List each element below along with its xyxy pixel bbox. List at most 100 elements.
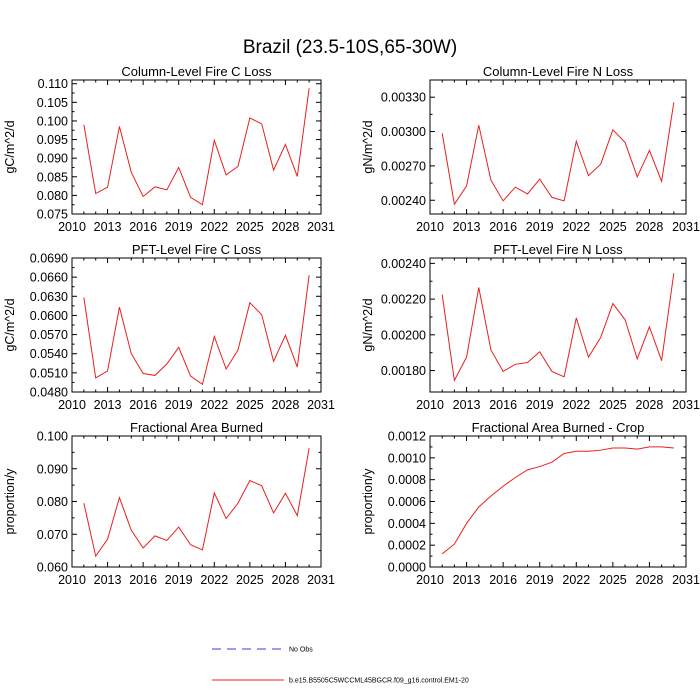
y-tick-label: 0.0660 xyxy=(30,271,68,285)
panel-title: Fractional Area Burned - Crop xyxy=(472,420,645,435)
x-tick-label: 2019 xyxy=(165,220,193,234)
x-tick-label: 2028 xyxy=(636,220,664,234)
x-tick-label: 2019 xyxy=(526,220,554,234)
series-line-model xyxy=(83,275,310,386)
x-tick-label: 2010 xyxy=(416,220,444,234)
y-tick-label: 0.00200 xyxy=(381,328,426,342)
y-tick-label: 0.100 xyxy=(37,114,68,128)
y-tick-label: 0.00240 xyxy=(381,257,426,271)
plot-frame xyxy=(429,257,687,393)
x-tick-label: 2022 xyxy=(200,573,228,587)
x-tick-label: 2013 xyxy=(94,398,122,412)
chart-panel-top-right: Column-Level Fire N Loss gN/m^2/d 2010 2013… xyxy=(361,64,700,234)
plot-frame xyxy=(71,79,322,215)
y-tick-label: 0.095 xyxy=(37,133,68,147)
x-tick-label: 2028 xyxy=(272,220,300,234)
legend-obs-label: No Obs xyxy=(289,647,313,654)
series-line-model xyxy=(441,273,675,382)
x-tick-label: 2016 xyxy=(129,398,157,412)
y-tick-label: 0.110 xyxy=(38,77,68,91)
y-tick-label: 0.0004 xyxy=(388,517,426,531)
x-tick-label: 2010 xyxy=(58,220,86,234)
x-tick-label: 2028 xyxy=(636,398,664,412)
chart-panel-bottom-right: Fractional Area Burned - Crop proportion/… xyxy=(361,420,700,587)
plot-frame xyxy=(71,257,322,393)
x-tick-label: 2010 xyxy=(58,573,86,587)
series-line-model xyxy=(83,88,310,206)
y-tick-label: 0.00220 xyxy=(381,293,426,307)
y-tick-label: 0.090 xyxy=(37,152,68,166)
x-tick-label: 2016 xyxy=(489,398,517,412)
x-tick-label: 2025 xyxy=(236,220,264,234)
y-tick-label: 0.0002 xyxy=(388,539,426,553)
y-tick-label: 0.060 xyxy=(37,561,68,575)
x-tick-label: 2016 xyxy=(129,573,157,587)
x-tick-label: 2025 xyxy=(236,398,264,412)
figure-title: Brazil (23.5-10S,65-30W) xyxy=(243,37,457,58)
chart-panel-middle-left: PFT-Level Fire C Loss gC/m^2/d 2010 2013 201… xyxy=(3,242,335,412)
series-line-model xyxy=(441,446,674,555)
chart-panel-bottom-left: Fractional Area Burned proportion/y 2010 20… xyxy=(3,420,335,587)
x-tick-label: 2022 xyxy=(200,398,228,412)
y-tick-label: 0.100 xyxy=(37,430,68,444)
panel-title: PFT-Level Fire N Loss xyxy=(493,242,623,257)
x-tick-label: 2019 xyxy=(165,398,193,412)
y-axis-label: gN/m^2/d xyxy=(361,120,375,173)
y-tick-label: 0.075 xyxy=(37,208,68,222)
x-tick-label: 2028 xyxy=(636,573,664,587)
x-tick-label: 2025 xyxy=(599,220,627,234)
y-tick-label: 0.00240 xyxy=(381,194,426,208)
y-tick-label: 0.0012 xyxy=(388,430,426,444)
y-axis-label: gN/m^2/d xyxy=(361,298,375,351)
y-tick-label: 0.0540 xyxy=(30,347,68,361)
y-tick-label: 0.00180 xyxy=(381,364,426,378)
panel-title: Column-Level Fire C Loss xyxy=(121,64,272,79)
x-tick-label: 2019 xyxy=(165,573,193,587)
y-tick-label: 0.0010 xyxy=(388,451,426,465)
x-tick-label: 2022 xyxy=(562,220,590,234)
x-tick-label: 2028 xyxy=(272,398,300,412)
x-tick-label: 2013 xyxy=(94,573,122,587)
legend-model-label: b.e15.B5505C5WCCML45BGCR.f09_g16.control… xyxy=(289,678,469,685)
y-tick-label: 0.090 xyxy=(37,462,68,476)
x-tick-label: 2022 xyxy=(562,573,590,587)
y-tick-label: 0.0006 xyxy=(388,495,426,509)
x-tick-label: 2016 xyxy=(129,220,157,234)
x-tick-label: 2031 xyxy=(672,573,700,587)
x-tick-label: 2031 xyxy=(307,220,335,234)
y-axis-label: proportion/y xyxy=(361,468,375,535)
y-tick-label: 0.00300 xyxy=(381,125,426,139)
x-tick-label: 2025 xyxy=(236,573,264,587)
y-tick-label: 0.105 xyxy=(37,96,68,110)
y-tick-label: 0.070 xyxy=(37,528,68,542)
y-tick-label: 0.080 xyxy=(37,495,68,509)
y-tick-label: 0.0690 xyxy=(30,252,68,266)
x-tick-label: 2016 xyxy=(489,573,517,587)
x-tick-label: 2013 xyxy=(453,220,481,234)
x-tick-label: 2010 xyxy=(58,398,86,412)
plot-frame xyxy=(429,435,687,568)
x-tick-label: 2010 xyxy=(416,573,444,587)
x-tick-label: 2031 xyxy=(307,398,335,412)
x-tick-label: 2019 xyxy=(526,573,554,587)
x-tick-label: 2013 xyxy=(453,398,481,412)
panel-title: Column-Level Fire N Loss xyxy=(483,64,634,79)
y-tick-label: 0.0000 xyxy=(388,561,426,575)
y-tick-label: 0.00330 xyxy=(381,91,426,105)
chart-panel-top-left: Column-Level Fire C Loss gC/m^2/d 2010 2013… xyxy=(3,64,335,234)
x-tick-label: 2019 xyxy=(526,398,554,412)
panel-title: Fractional Area Burned xyxy=(130,420,263,435)
x-tick-label: 2025 xyxy=(599,573,627,587)
x-tick-label: 2031 xyxy=(672,220,700,234)
plot-frame xyxy=(429,79,687,215)
x-tick-label: 2031 xyxy=(307,573,335,587)
y-axis-label: gC/m^2/d xyxy=(3,298,17,351)
y-tick-label: 0.0570 xyxy=(30,328,68,342)
x-tick-label: 2022 xyxy=(562,398,590,412)
x-tick-label: 2013 xyxy=(453,573,481,587)
legend: No Obs b.e15.B5505C5WCCML45BGCR.f09_g16.… xyxy=(212,647,469,685)
panel-title: PFT-Level Fire C Loss xyxy=(132,242,262,257)
y-tick-label: 0.085 xyxy=(37,170,68,184)
x-tick-label: 2016 xyxy=(489,220,517,234)
